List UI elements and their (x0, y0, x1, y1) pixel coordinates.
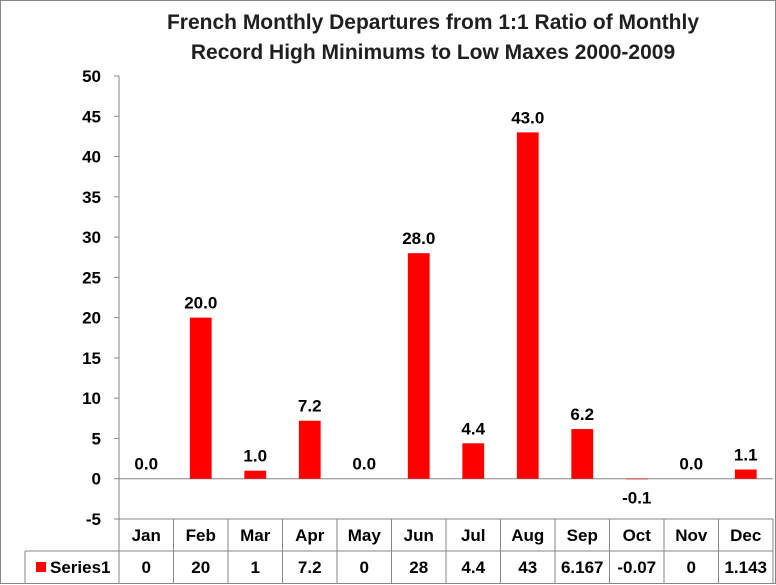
y-tick-label: 10 (82, 389, 101, 408)
data-label-oct: -0.1 (622, 488, 651, 507)
bar-aug (516, 132, 539, 479)
data-label-aug: 43.0 (511, 108, 544, 127)
table-value: 4.4 (461, 558, 485, 577)
x-category-label: Aug (511, 526, 544, 545)
table-value: 0 (360, 558, 369, 577)
legend-key-series1 (36, 562, 46, 572)
x-category-label: May (348, 526, 382, 545)
y-tick-label: 0 (92, 470, 101, 489)
table-value: 43 (518, 558, 537, 577)
y-tick-label: 20 (82, 309, 101, 328)
y-tick-label: 25 (82, 268, 101, 287)
x-category-label: Sep (567, 526, 598, 545)
x-category-label: Feb (186, 526, 216, 545)
data-label-mar: 1.0 (243, 447, 267, 466)
table-value: 1.143 (724, 558, 767, 577)
y-tick-label: 35 (82, 188, 101, 207)
table-value: 6.167 (561, 558, 604, 577)
table-value: 0 (687, 558, 696, 577)
data-label-dec: 1.1 (734, 446, 758, 465)
table-value: -0.07 (617, 558, 656, 577)
x-category-label: Jun (404, 526, 434, 545)
x-category-label: Jan (132, 526, 161, 545)
y-tick-label: 50 (82, 67, 101, 86)
bar-jun (407, 253, 430, 479)
bar-jul (462, 443, 485, 479)
x-category-label: Mar (240, 526, 271, 545)
table-value: 1 (251, 558, 260, 577)
y-tick-label: 40 (82, 148, 101, 167)
y-tick-label: 5 (92, 429, 101, 448)
y-tick-label: 45 (82, 107, 101, 126)
y-tick-label: 30 (82, 228, 101, 247)
x-category-label: Nov (675, 526, 708, 545)
chart-title-line-1: French Monthly Departures from 1:1 Ratio… (167, 11, 699, 34)
data-label-apr: 7.2 (298, 397, 322, 416)
x-category-label: Apr (295, 526, 325, 545)
table-value: 7.2 (298, 558, 322, 577)
y-tick-label: 15 (82, 349, 101, 368)
legend-label-series1: Series1 (50, 558, 111, 577)
plot-area: -5051015202530354045500.020.01.07.20.028… (24, 67, 774, 583)
data-label-nov: 0.0 (679, 455, 703, 474)
bar-oct (625, 478, 648, 480)
y-tick-label: -5 (86, 510, 101, 529)
data-label-may: 0.0 (352, 455, 376, 474)
table-value: 20 (191, 558, 210, 577)
table-value: 28 (409, 558, 428, 577)
data-label-jun: 28.0 (402, 229, 435, 248)
bar-mar (244, 470, 267, 479)
x-category-label: Oct (623, 526, 652, 545)
bar-apr (298, 420, 321, 479)
data-label-sep: 6.2 (570, 405, 594, 424)
bar-sep (571, 429, 594, 479)
bar-feb (189, 317, 212, 479)
chart-title-line-2: Record High Minimums to Low Maxes 2000-2… (191, 41, 675, 64)
x-category-label: Jul (461, 526, 486, 545)
data-label-jan: 0.0 (134, 455, 158, 474)
x-category-label: Dec (730, 526, 761, 545)
data-label-feb: 20.0 (184, 294, 217, 313)
data-label-jul: 4.4 (461, 419, 485, 438)
bar-dec (734, 469, 757, 479)
table-value: 0 (142, 558, 151, 577)
